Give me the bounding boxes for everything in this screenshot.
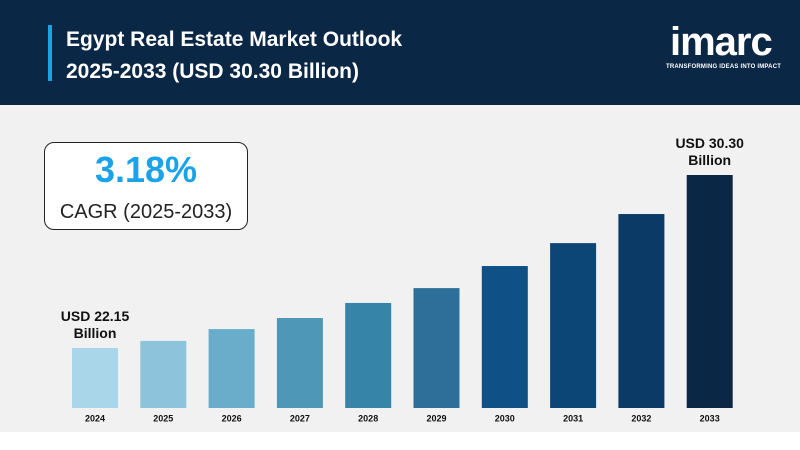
footer-strip xyxy=(0,432,800,450)
bar xyxy=(686,175,733,408)
bar xyxy=(345,302,392,408)
chart-title: Egypt Real Estate Market Outlook 2025-20… xyxy=(66,28,403,83)
x-tick-label: 2024 xyxy=(85,413,105,423)
bar xyxy=(481,266,528,408)
x-tick-label: 2032 xyxy=(631,413,651,423)
cagr-box: 3.18% CAGR (2025-2033) xyxy=(44,142,248,230)
x-tick-label: 2027 xyxy=(290,413,310,423)
x-tick-label: 2029 xyxy=(426,413,446,423)
brand-logo: imarc xyxy=(670,20,773,64)
bar xyxy=(140,340,187,408)
bar xyxy=(413,288,460,408)
x-tick-label: 2026 xyxy=(222,413,242,423)
brand-tagline: TRANSFORMING IDEAS INTO IMPACT xyxy=(666,64,782,70)
bar xyxy=(550,243,597,408)
x-tick-label: 2031 xyxy=(563,413,583,423)
bar xyxy=(618,214,665,408)
accent-bar xyxy=(48,25,52,81)
bar xyxy=(208,329,255,408)
cagr-label: CAGR (2025-2033) xyxy=(59,201,233,223)
x-tick-label: 2030 xyxy=(495,413,515,423)
bar xyxy=(72,347,118,408)
x-tick-label: 2028 xyxy=(358,413,378,423)
bar xyxy=(276,318,323,408)
x-tick-label: 2033 xyxy=(700,413,720,423)
value-label: USD 30.30 Billion xyxy=(675,135,744,168)
cagr-value: 3.18% xyxy=(94,149,198,190)
value-label: USD 22.15 Billion xyxy=(60,307,130,341)
x-tick-label: 2025 xyxy=(153,413,173,423)
header xyxy=(0,0,800,105)
